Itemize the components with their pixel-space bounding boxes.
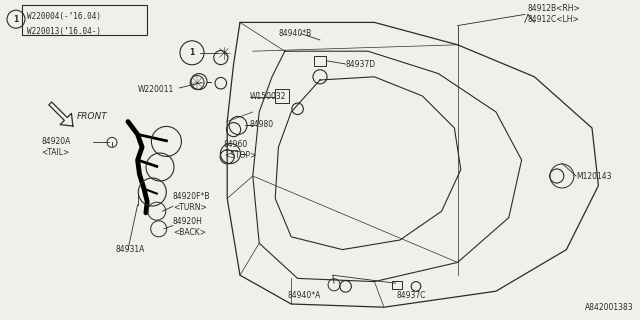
Text: 84912B<RH>
84912C<LH>: 84912B<RH> 84912C<LH> xyxy=(528,4,580,24)
Text: 1: 1 xyxy=(13,15,19,24)
Text: 84920F*B
<TURN>: 84920F*B <TURN> xyxy=(173,192,211,212)
Text: A842001383: A842001383 xyxy=(585,303,634,312)
Text: 1: 1 xyxy=(189,48,195,57)
Text: W220013(’16.04-): W220013(’16.04-) xyxy=(27,27,101,36)
Text: FRONT: FRONT xyxy=(77,112,108,121)
Bar xyxy=(392,281,402,289)
Text: 84920A
<TAIL>: 84920A <TAIL> xyxy=(42,137,71,157)
Text: 84937C: 84937C xyxy=(397,292,426,300)
Text: M120143: M120143 xyxy=(576,172,611,180)
Bar xyxy=(275,89,289,103)
Text: 84920H
<BACK>: 84920H <BACK> xyxy=(173,217,206,237)
Text: W220004(-’16.04): W220004(-’16.04) xyxy=(27,12,101,21)
Text: 84937D: 84937D xyxy=(346,60,376,68)
Text: W220011: W220011 xyxy=(138,85,174,94)
FancyBboxPatch shape xyxy=(22,5,147,35)
Text: 84940*B: 84940*B xyxy=(278,29,312,38)
Text: 84980: 84980 xyxy=(250,120,274,129)
Text: 84931A: 84931A xyxy=(115,245,145,254)
Text: 84960
<STOP>: 84960 <STOP> xyxy=(224,140,257,160)
Text: 84940*A: 84940*A xyxy=(288,292,321,300)
Text: W150032: W150032 xyxy=(250,92,286,100)
Bar xyxy=(314,56,326,66)
